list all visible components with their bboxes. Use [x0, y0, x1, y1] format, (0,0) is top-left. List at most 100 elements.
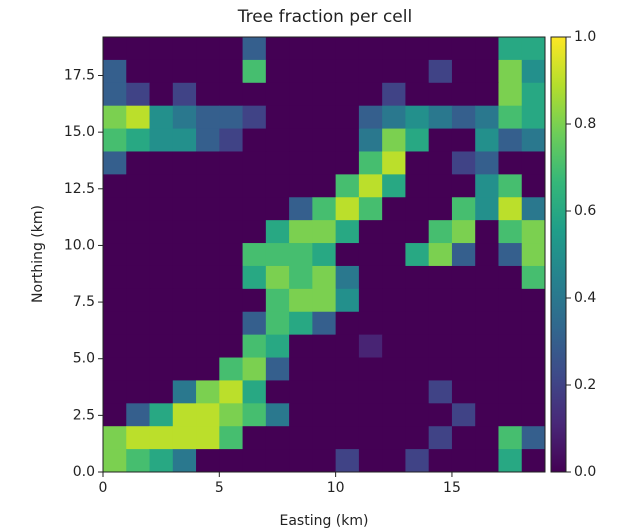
cell: [219, 265, 244, 290]
cell: [149, 105, 174, 130]
cell: [382, 449, 406, 473]
cell: [382, 174, 406, 198]
cell: [521, 151, 546, 175]
cell: [335, 197, 360, 221]
cell: [172, 197, 197, 221]
cell: [451, 197, 476, 221]
cell: [219, 197, 244, 221]
cell: [451, 403, 476, 427]
cell: [103, 105, 127, 130]
cell: [126, 220, 151, 244]
cell: [405, 311, 430, 336]
cell: [521, 105, 546, 130]
cell: [126, 82, 151, 107]
cell: [126, 151, 151, 175]
cell: [475, 59, 499, 84]
cell: [312, 37, 337, 61]
cell: [382, 265, 406, 290]
cell: [289, 334, 313, 359]
cell: [405, 151, 430, 175]
cell: [358, 197, 383, 221]
cell: [219, 403, 244, 427]
cell: [103, 197, 127, 221]
cell: [196, 334, 220, 359]
cell: [265, 380, 290, 404]
cell: [521, 197, 546, 221]
cell: [475, 197, 499, 221]
cell: [521, 334, 546, 359]
cell: [196, 105, 220, 130]
cell: [475, 128, 499, 152]
cell: [405, 59, 430, 84]
cell: [103, 426, 127, 450]
cell: [382, 357, 406, 381]
cell: [149, 449, 174, 473]
cell: [242, 334, 267, 359]
cell: [149, 357, 174, 381]
cell: [382, 311, 406, 336]
cell: [149, 403, 174, 427]
cell: [428, 220, 453, 244]
cell: [242, 151, 267, 175]
cell: [498, 197, 523, 221]
cell: [382, 82, 406, 107]
cell: [289, 265, 313, 290]
cell: [358, 82, 383, 107]
y-tick-label: 5.0: [73, 351, 95, 367]
cell: [428, 243, 453, 267]
cell: [521, 82, 546, 107]
cell: [358, 59, 383, 84]
cell: [475, 82, 499, 107]
cell: [242, 288, 267, 313]
cell: [335, 243, 360, 267]
cell: [382, 403, 406, 427]
cell: [289, 380, 313, 404]
cell: [196, 265, 220, 290]
cell: [521, 288, 546, 313]
cell: [358, 403, 383, 427]
y-tick-label: 17.5: [64, 68, 95, 84]
cell: [265, 265, 290, 290]
cell: [242, 403, 267, 427]
cell: [498, 243, 523, 267]
cell: [498, 128, 523, 152]
cell: [172, 174, 197, 198]
cell: [219, 357, 244, 381]
cell: [498, 449, 523, 473]
cell: [335, 288, 360, 313]
cell: [358, 357, 383, 381]
cell: [335, 105, 360, 130]
cell: [428, 311, 453, 336]
cell: [405, 128, 430, 152]
cell: [451, 426, 476, 450]
cell: [242, 174, 267, 198]
colorbar-tick-label: 0.6: [574, 203, 596, 219]
cell: [126, 380, 151, 404]
cell: [405, 243, 430, 267]
cell: [335, 265, 360, 290]
cell: [451, 59, 476, 84]
cell: [405, 82, 430, 107]
cell: [172, 403, 197, 427]
y-tick-label: 15.0: [64, 124, 95, 140]
cell: [335, 311, 360, 336]
cell: [172, 265, 197, 290]
cell: [172, 426, 197, 450]
cell: [475, 426, 499, 450]
cell: [405, 334, 430, 359]
cell: [312, 59, 337, 84]
cell: [265, 174, 290, 198]
cell: [335, 128, 360, 152]
cell: [358, 265, 383, 290]
cell: [312, 403, 337, 427]
cell: [405, 265, 430, 290]
colorbar: [550, 36, 567, 473]
cell: [428, 334, 453, 359]
cell: [312, 197, 337, 221]
cell: [103, 220, 127, 244]
cell: [172, 334, 197, 359]
plot-frame: [102, 36, 546, 473]
cell: [428, 357, 453, 381]
y-tick-label: 12.5: [64, 181, 95, 197]
cell: [172, 59, 197, 84]
